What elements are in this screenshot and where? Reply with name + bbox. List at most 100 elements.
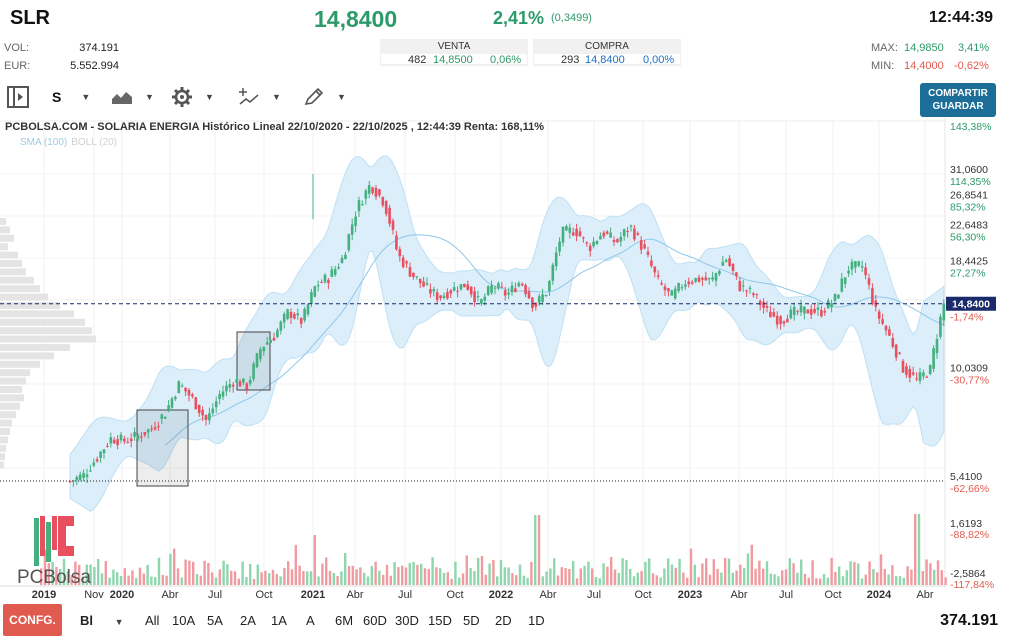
volume-bar <box>777 576 780 585</box>
range-6m[interactable]: 6M <box>335 613 354 628</box>
axis-price: 22,6483 <box>950 219 988 231</box>
share-save-button[interactable]: COMPARTIR GUARDAR <box>920 83 996 117</box>
price-chart[interactable]: PCBolsa 143,38% 31,0600 114,35% 26,8541 85,3… <box>0 118 1011 603</box>
volume-bar <box>895 576 898 585</box>
range-2d[interactable]: 2D <box>495 613 512 628</box>
candle <box>371 186 374 196</box>
range-5d[interactable]: 5D <box>463 613 480 628</box>
range-all[interactable]: All <box>145 613 160 628</box>
candle <box>367 181 371 199</box>
volume-bar <box>161 574 164 585</box>
current-price-tag-label: 14,8400 <box>952 299 990 311</box>
axis-pct: -62,66% <box>950 483 989 495</box>
volume-bar <box>583 565 586 585</box>
candle <box>731 263 735 275</box>
volume-bar <box>454 561 457 585</box>
volume-bar <box>226 564 229 585</box>
candle <box>687 277 691 288</box>
volume-bar <box>62 558 66 585</box>
range-5a[interactable]: 5A <box>207 613 223 628</box>
candle <box>408 262 412 278</box>
candle <box>527 287 531 300</box>
current-price-pct: -1,74% <box>950 312 983 324</box>
volume-bar <box>872 568 875 585</box>
candle <box>456 286 459 298</box>
volume-bar <box>112 569 115 585</box>
volume-bars <box>40 514 947 585</box>
candle <box>160 413 164 425</box>
candle <box>184 387 187 397</box>
volume-bar <box>214 577 218 585</box>
candle <box>78 471 82 482</box>
x-axis-label: Oct <box>634 589 651 601</box>
volume-bar <box>211 572 214 585</box>
candle <box>796 309 799 316</box>
range-2a[interactable]: 2A <box>240 613 256 628</box>
candle <box>72 479 75 487</box>
volume-bar <box>165 575 168 585</box>
candle <box>405 260 408 269</box>
candle <box>378 188 381 198</box>
candle <box>129 433 133 448</box>
volume-bar <box>404 567 408 585</box>
axis-pct: 27,27% <box>950 268 986 280</box>
range-10a[interactable]: 10A <box>172 613 196 628</box>
candle <box>738 276 742 292</box>
volume-bar <box>613 569 617 585</box>
profile-bar <box>0 218 6 225</box>
candle <box>231 381 235 393</box>
sma-line <box>164 234 944 446</box>
range-60d[interactable]: 60D <box>363 613 387 628</box>
candle <box>520 282 524 287</box>
indicators-dropdown[interactable]: ▼ <box>238 83 281 111</box>
volume-bar <box>701 563 704 585</box>
volume-bar <box>864 574 867 585</box>
volume-bar <box>762 568 765 585</box>
x-axis-label: Abr <box>730 589 747 601</box>
volume-bar <box>207 562 210 585</box>
range-a[interactable]: A <box>306 613 315 628</box>
axis-price: 26,8541 <box>950 190 988 202</box>
logo-bar <box>40 516 45 556</box>
candle <box>748 285 752 294</box>
volume-bar <box>146 564 149 585</box>
volume-bar <box>176 568 180 585</box>
candle <box>809 304 813 320</box>
settings-dropdown[interactable]: ▼ <box>171 83 214 111</box>
candle <box>262 346 266 356</box>
volume-bar <box>499 559 503 585</box>
range-30d[interactable]: 30D <box>395 613 419 628</box>
volume-bar <box>891 565 894 585</box>
chevron-down-icon: ▼ <box>205 92 214 102</box>
candle <box>435 288 439 304</box>
config-button[interactable]: CONFG. <box>3 604 62 636</box>
volume-bar <box>572 560 575 585</box>
sidebar-toggle-button[interactable] <box>6 83 30 111</box>
volume-bar <box>936 560 940 585</box>
candle <box>503 286 507 301</box>
period-dropdown[interactable]: S ▼ <box>52 83 90 111</box>
candle <box>605 230 609 235</box>
x-axis-label: Abr <box>916 589 933 601</box>
chart-type-select[interactable]: Bl ▼ <box>80 613 124 628</box>
volume-bar <box>758 560 761 585</box>
volume-bar <box>632 576 636 585</box>
volume-bar <box>222 560 225 585</box>
range-1a[interactable]: 1A <box>271 613 287 628</box>
candle <box>476 290 480 302</box>
candle <box>269 337 272 344</box>
drawing-tools-dropdown[interactable]: ▼ <box>303 83 346 111</box>
volume-bar <box>530 561 533 585</box>
candle <box>344 251 347 260</box>
volume-bar <box>355 569 358 585</box>
volume-bar <box>359 567 362 585</box>
range-1d[interactable]: 1D <box>528 613 545 628</box>
candle <box>599 232 602 240</box>
volume-bar <box>697 577 700 585</box>
chart-type-dropdown[interactable]: ▼ <box>111 83 154 111</box>
volume-bar <box>188 560 191 585</box>
range-15d[interactable]: 15D <box>428 613 452 628</box>
candle <box>769 305 772 318</box>
period-label: S <box>52 89 62 105</box>
